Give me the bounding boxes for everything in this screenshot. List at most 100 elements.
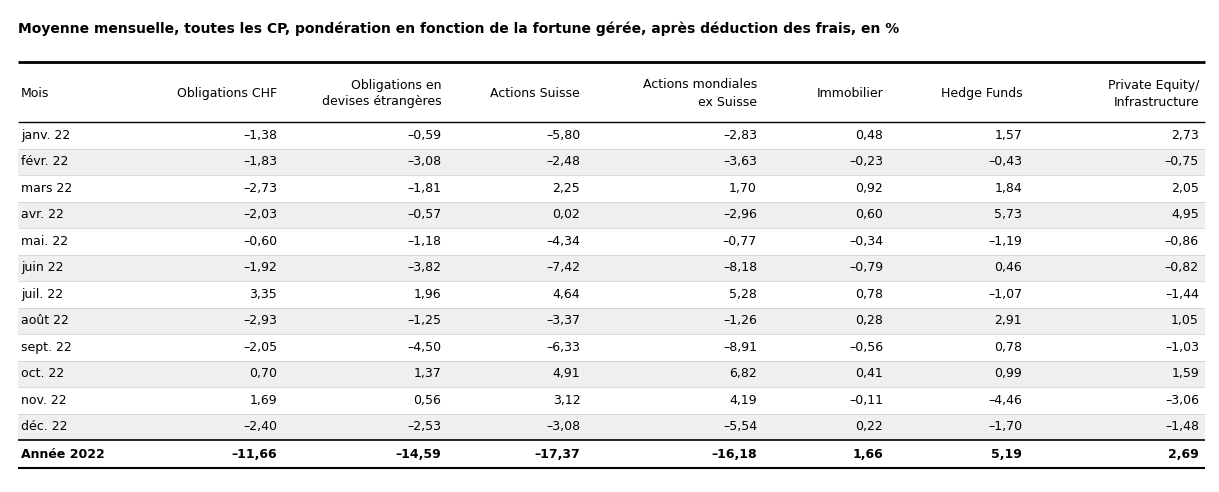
Bar	[18, 175, 1206, 202]
Text: –2,93: –2,93	[244, 314, 277, 327]
Text: Private Equity/
Infrastructure: Private Equity/ Infrastructure	[1108, 79, 1199, 109]
Text: 5,73: 5,73	[995, 208, 1023, 221]
Text: 0,02: 0,02	[552, 208, 580, 221]
Text: –0,75: –0,75	[1164, 155, 1199, 168]
Text: –0,82: –0,82	[1165, 261, 1199, 274]
Text: 4,95: 4,95	[1171, 208, 1199, 221]
Text: févr. 22: févr. 22	[21, 155, 68, 168]
Text: 4,64: 4,64	[552, 288, 580, 301]
Text: Année 2022: Année 2022	[21, 448, 105, 461]
Text: 0,78: 0,78	[995, 341, 1023, 354]
Text: –4,50: –4,50	[407, 341, 441, 354]
Text: 0,41: 0,41	[856, 367, 884, 380]
Text: 1,70: 1,70	[729, 182, 757, 195]
Text: –8,18: –8,18	[723, 261, 757, 274]
Text: 5,28: 5,28	[729, 288, 757, 301]
Bar	[18, 413, 1206, 440]
Bar	[18, 387, 1206, 413]
Text: mars 22: mars 22	[21, 182, 72, 195]
Text: 3,35: 3,35	[250, 288, 277, 301]
Text: 3,12: 3,12	[552, 394, 580, 407]
Text: 0,48: 0,48	[856, 129, 884, 142]
Text: 1,84: 1,84	[995, 182, 1023, 195]
Text: Actions Suisse: Actions Suisse	[490, 87, 580, 100]
Text: 0,60: 0,60	[856, 208, 884, 221]
Text: oct. 22: oct. 22	[21, 367, 65, 380]
Text: –0,60: –0,60	[243, 235, 277, 248]
Text: août 22: août 22	[21, 314, 69, 327]
Text: 4,91: 4,91	[552, 367, 580, 380]
Text: –2,03: –2,03	[243, 208, 277, 221]
Text: –1,25: –1,25	[407, 314, 441, 327]
Text: –1,48: –1,48	[1165, 420, 1199, 433]
Text: –0,59: –0,59	[407, 129, 441, 142]
Text: 0,99: 0,99	[995, 367, 1023, 380]
Text: –7,42: –7,42	[546, 261, 580, 274]
Text: nov. 22: nov. 22	[21, 394, 67, 407]
Text: –11,66: –11,66	[232, 448, 277, 461]
Text: –16,18: –16,18	[712, 448, 757, 461]
Text: –14,59: –14,59	[396, 448, 441, 461]
Text: sept. 22: sept. 22	[21, 341, 72, 354]
Bar	[18, 122, 1206, 149]
Text: 4,19: 4,19	[729, 394, 757, 407]
Text: –2,83: –2,83	[723, 129, 757, 142]
Text: –2,48: –2,48	[546, 155, 580, 168]
Bar	[18, 228, 1206, 254]
Text: –1,44: –1,44	[1165, 288, 1199, 301]
Text: 1,37: 1,37	[413, 367, 441, 380]
Text: –0,23: –0,23	[850, 155, 884, 168]
Text: –1,81: –1,81	[407, 182, 441, 195]
Text: –0,86: –0,86	[1165, 235, 1199, 248]
Text: –0,77: –0,77	[723, 235, 757, 248]
Text: 0,92: 0,92	[856, 182, 884, 195]
Text: –0,79: –0,79	[850, 261, 884, 274]
Text: 0,28: 0,28	[856, 314, 884, 327]
Text: juil. 22: juil. 22	[21, 288, 63, 301]
Text: 1,59: 1,59	[1171, 367, 1199, 380]
Text: Mois: Mois	[21, 87, 50, 100]
Text: –1,18: –1,18	[407, 235, 441, 248]
Text: –0,11: –0,11	[850, 394, 884, 407]
Text: Actions mondiales
ex Suisse: Actions mondiales ex Suisse	[642, 79, 757, 109]
Text: –1,19: –1,19	[989, 235, 1023, 248]
Bar	[18, 254, 1206, 281]
Text: 1,69: 1,69	[250, 394, 277, 407]
Text: Hedge Funds: Hedge Funds	[941, 87, 1023, 100]
Text: –6,33: –6,33	[546, 341, 580, 354]
Text: 0,46: 0,46	[995, 261, 1023, 274]
Bar	[18, 202, 1206, 228]
Text: 2,05: 2,05	[1171, 182, 1199, 195]
Text: 2,69: 2,69	[1168, 448, 1199, 461]
Text: 1,96: 1,96	[413, 288, 441, 301]
Text: –5,80: –5,80	[546, 129, 580, 142]
Text: Obligations CHF: Obligations CHF	[177, 87, 277, 100]
Text: –3,08: –3,08	[546, 420, 580, 433]
Text: –2,40: –2,40	[243, 420, 277, 433]
Text: –4,46: –4,46	[989, 394, 1023, 407]
Text: –17,37: –17,37	[534, 448, 580, 461]
Text: 0,22: 0,22	[856, 420, 884, 433]
Text: Immobilier: Immobilier	[817, 87, 884, 100]
Text: –0,43: –0,43	[989, 155, 1023, 168]
Text: 2,25: 2,25	[552, 182, 580, 195]
Text: –1,26: –1,26	[723, 314, 757, 327]
Text: 2,91: 2,91	[995, 314, 1023, 327]
Text: mai. 22: mai. 22	[21, 235, 68, 248]
Text: –1,83: –1,83	[243, 155, 277, 168]
Text: –3,08: –3,08	[407, 155, 441, 168]
Text: 5,19: 5,19	[991, 448, 1023, 461]
Text: –2,96: –2,96	[723, 208, 757, 221]
Text: 6,82: 6,82	[729, 367, 757, 380]
Text: –3,63: –3,63	[723, 155, 757, 168]
Text: 0,78: 0,78	[856, 288, 884, 301]
Text: 1,66: 1,66	[852, 448, 884, 461]
Text: déc. 22: déc. 22	[21, 420, 67, 433]
Bar	[18, 334, 1206, 361]
Text: Obligations en
devises étrangères: Obligations en devises étrangères	[322, 79, 441, 109]
Text: –8,91: –8,91	[723, 341, 757, 354]
Text: janv. 22: janv. 22	[21, 129, 71, 142]
Text: –1,70: –1,70	[989, 420, 1023, 433]
Text: –3,82: –3,82	[407, 261, 441, 274]
Text: –4,34: –4,34	[546, 235, 580, 248]
